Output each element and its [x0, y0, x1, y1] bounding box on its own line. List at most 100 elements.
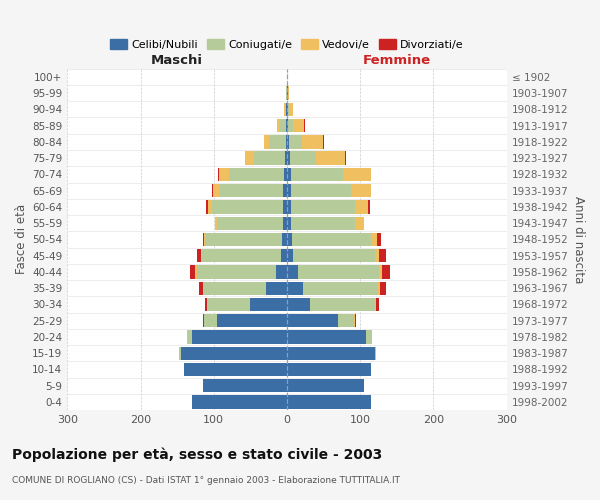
Bar — [377, 233, 381, 246]
Bar — [263, 135, 269, 148]
Bar — [184, 363, 287, 376]
Bar — [287, 184, 290, 198]
Bar — [292, 233, 371, 246]
Bar — [376, 298, 379, 311]
Bar — [277, 119, 280, 132]
Bar — [287, 363, 371, 376]
Bar — [287, 298, 310, 311]
Bar — [287, 152, 290, 165]
Bar — [343, 168, 371, 181]
Text: Femmine: Femmine — [363, 54, 431, 67]
Bar — [202, 249, 281, 262]
Bar — [203, 314, 204, 328]
Bar — [284, 102, 285, 116]
Bar — [218, 168, 219, 181]
Bar — [355, 216, 364, 230]
Bar — [298, 266, 379, 278]
Bar — [287, 379, 364, 392]
Bar — [217, 314, 287, 328]
Bar — [371, 233, 377, 246]
Bar — [188, 330, 192, 344]
Bar — [290, 200, 355, 213]
Bar — [283, 184, 287, 198]
Bar — [179, 346, 181, 360]
Bar — [287, 346, 375, 360]
Bar — [287, 266, 298, 278]
Bar — [287, 330, 366, 344]
Bar — [338, 314, 355, 328]
Bar — [290, 184, 351, 198]
Bar — [266, 282, 287, 295]
Bar — [287, 200, 290, 213]
Bar — [199, 282, 203, 295]
Bar — [293, 249, 375, 262]
Bar — [212, 200, 283, 213]
Bar — [207, 298, 208, 311]
Bar — [192, 396, 287, 408]
Bar — [355, 200, 368, 213]
Bar — [378, 282, 380, 295]
Bar — [286, 102, 287, 116]
Bar — [287, 314, 338, 328]
Bar — [310, 298, 375, 311]
Bar — [254, 152, 285, 165]
Bar — [379, 266, 382, 278]
Bar — [215, 216, 217, 230]
Bar — [205, 298, 207, 311]
Bar — [287, 216, 290, 230]
Bar — [282, 233, 287, 246]
Bar — [286, 135, 287, 148]
Y-axis label: Fasce di età: Fasce di età — [15, 204, 28, 274]
Bar — [285, 152, 287, 165]
Bar — [280, 119, 286, 132]
Text: Popolazione per età, sesso e stato civile - 2003: Popolazione per età, sesso e stato civil… — [12, 448, 382, 462]
Bar — [287, 233, 292, 246]
Bar — [219, 168, 229, 181]
Bar — [197, 249, 200, 262]
Bar — [290, 168, 343, 181]
Bar — [303, 282, 378, 295]
Bar — [245, 152, 254, 165]
Bar — [302, 135, 323, 148]
Bar — [368, 200, 370, 213]
Bar — [345, 152, 346, 165]
Bar — [287, 249, 293, 262]
Bar — [217, 216, 283, 230]
Bar — [192, 330, 287, 344]
Bar — [208, 298, 250, 311]
Bar — [212, 184, 213, 198]
Bar — [203, 233, 205, 246]
Bar — [304, 119, 305, 132]
Bar — [287, 168, 290, 181]
Bar — [287, 102, 288, 116]
Bar — [190, 266, 196, 278]
Bar — [355, 314, 356, 328]
Bar — [286, 86, 287, 100]
Bar — [289, 135, 302, 148]
Bar — [288, 102, 289, 116]
Bar — [283, 200, 287, 213]
Bar — [379, 249, 386, 262]
Bar — [285, 102, 286, 116]
Bar — [287, 396, 371, 408]
Bar — [203, 282, 204, 295]
Bar — [293, 119, 304, 132]
Bar — [366, 330, 372, 344]
Bar — [284, 168, 287, 181]
Bar — [213, 184, 219, 198]
Bar — [287, 135, 289, 148]
Bar — [187, 330, 188, 344]
Bar — [316, 152, 345, 165]
Bar — [181, 346, 287, 360]
Y-axis label: Anni di nascita: Anni di nascita — [572, 196, 585, 283]
Bar — [276, 266, 287, 278]
Bar — [206, 200, 208, 213]
Text: COMUNE DI ROGLIANO (CS) - Dati ISTAT 1° gennaio 2003 - Elaborazione TUTTITALIA.I: COMUNE DI ROGLIANO (CS) - Dati ISTAT 1° … — [12, 476, 400, 485]
Bar — [288, 86, 289, 100]
Bar — [205, 233, 282, 246]
Legend: Celibi/Nubili, Coniugati/e, Vedovi/e, Divorziati/e: Celibi/Nubili, Coniugati/e, Vedovi/e, Di… — [106, 35, 468, 54]
Bar — [200, 249, 202, 262]
Bar — [269, 135, 286, 148]
Bar — [281, 249, 287, 262]
Bar — [203, 379, 287, 392]
